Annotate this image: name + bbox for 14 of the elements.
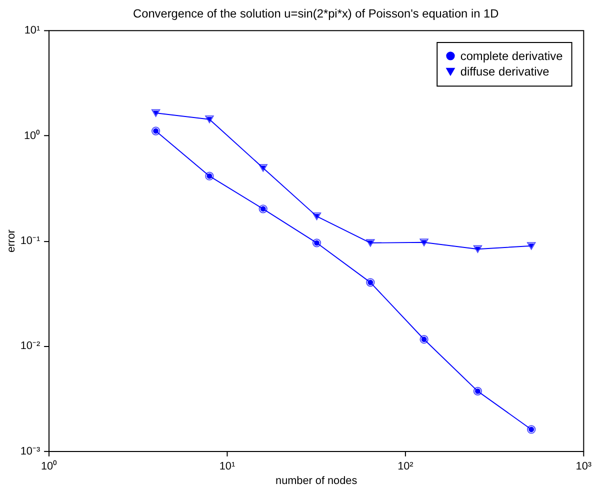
y-tick-label: 10⁰ — [24, 128, 40, 142]
legend-label: diffuse derivative — [460, 64, 550, 79]
y-axis-title: error — [5, 229, 18, 253]
legend-label: complete derivative — [460, 48, 564, 63]
y-tick-label: 10⁻² — [20, 340, 40, 352]
x-tick-label: 10³ — [576, 460, 592, 472]
x-tick-label: 10⁰ — [40, 459, 58, 472]
chart-title: Convergence of the solution u=sin(2*pi*x) of Poisson's equation in 1D — [133, 6, 499, 20]
x-tick-label: 10² — [398, 460, 414, 472]
y-tick-label: 10⁻³ — [20, 445, 40, 458]
y-tick-label: 10⁻¹ — [20, 235, 40, 248]
x-tick-label: 10¹ — [219, 460, 236, 472]
y-tick-label: 10¹ — [24, 24, 40, 37]
x-axis-title: number of nodes — [276, 475, 358, 488]
